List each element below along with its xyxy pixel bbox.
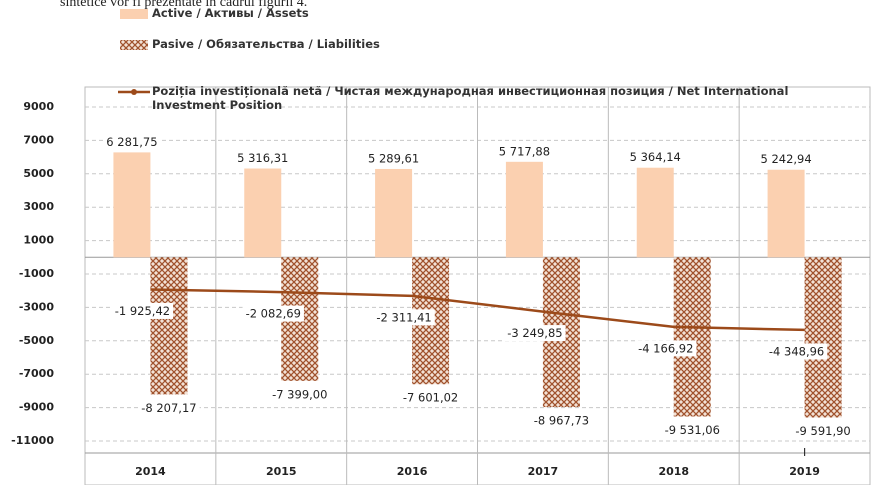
bar [505, 161, 543, 258]
value-label-bg [495, 143, 554, 160]
value-label-bg [111, 302, 174, 319]
value-label-bg [234, 150, 292, 167]
value-label-bg [399, 389, 462, 406]
value-label-bg [765, 343, 828, 360]
value-label: -7 601,02 [403, 391, 458, 405]
value-label-bg [504, 325, 566, 342]
value-label-bg [269, 386, 331, 403]
bar [113, 152, 151, 258]
value-label: -4 166,92 [638, 341, 693, 355]
legend-entry: Active / Активы / Assets [152, 6, 309, 20]
x-tick-label: 2017 [528, 465, 559, 478]
y-tick-label: -7000 [19, 367, 55, 380]
legend-label: Active / Активы / Assets [152, 6, 309, 20]
x-tick-label: 2015 [266, 465, 297, 478]
value-label: 6 281,75 [106, 135, 157, 149]
value-label: -1 925,42 [115, 304, 170, 318]
y-tick-label: 3000 [23, 200, 54, 213]
value-label-bg [635, 340, 697, 357]
legend-label: Pasive / Обязательства / Liabilities [152, 37, 380, 51]
legend-entry: Poziția investițională netă / Чистая меж… [152, 84, 789, 112]
y-tick-label: -1000 [19, 267, 55, 280]
value-label: -2 311,41 [376, 310, 431, 324]
value-label: 5 717,88 [499, 144, 550, 158]
y-tick-label: 1000 [23, 234, 54, 247]
value-label: -8 207,17 [141, 401, 196, 415]
page-text: sintetice vor fi prezentate în cadrul fi… [60, 0, 307, 10]
bar [673, 257, 711, 417]
value-label-bg [373, 309, 435, 326]
y-tick-label: 9000 [23, 100, 54, 113]
value-label-bg [242, 305, 304, 322]
value-label-bg [530, 412, 593, 429]
value-label-bg [792, 422, 854, 439]
y-tick-label: 7000 [23, 133, 54, 146]
value-label: -9 591,90 [795, 424, 850, 438]
value-label-bg [626, 149, 684, 166]
bar [804, 257, 842, 418]
legend-swatch [120, 9, 148, 19]
value-label-bg [661, 421, 723, 438]
value-label: 5 316,31 [237, 151, 288, 165]
value-label: -8 967,73 [534, 414, 589, 428]
x-tick-label: 2018 [658, 465, 689, 478]
y-tick-label: -11000 [11, 434, 54, 447]
bar [636, 167, 674, 258]
y-tick-label: -9000 [19, 401, 55, 414]
legend-marker [131, 89, 137, 95]
legend-entry: Pasive / Обязательства / Liabilities [152, 37, 380, 51]
value-label: -3 249,85 [507, 326, 562, 340]
bar [375, 168, 413, 258]
x-tick-label: 2016 [397, 465, 428, 478]
annotation: I [803, 446, 806, 459]
line [150, 288, 805, 332]
x-tick-label: 2014 [135, 465, 166, 478]
y-tick-label: 5000 [23, 167, 54, 180]
value-label-bg [138, 399, 200, 416]
value-label: -2 082,69 [246, 307, 301, 321]
value-label: -4 348,96 [769, 344, 824, 358]
legend-swatch [120, 40, 148, 50]
y-tick-label: -5000 [19, 334, 55, 347]
bar [767, 169, 805, 258]
y-tick-label: -3000 [19, 300, 55, 313]
value-label: 5 289,61 [368, 151, 419, 165]
value-label: -9 531,06 [665, 423, 720, 437]
value-label: 5 242,94 [760, 152, 811, 166]
bar [150, 257, 188, 395]
legend-label: Poziția investițională netă / Чистая меж… [152, 84, 789, 112]
value-label: 5 364,14 [630, 150, 681, 164]
value-label-bg [103, 133, 161, 150]
value-label: -7 399,00 [272, 387, 327, 401]
value-label-bg [757, 151, 815, 168]
bar [244, 168, 282, 258]
x-tick-label: 2019 [789, 465, 820, 478]
value-label-bg [364, 150, 423, 167]
